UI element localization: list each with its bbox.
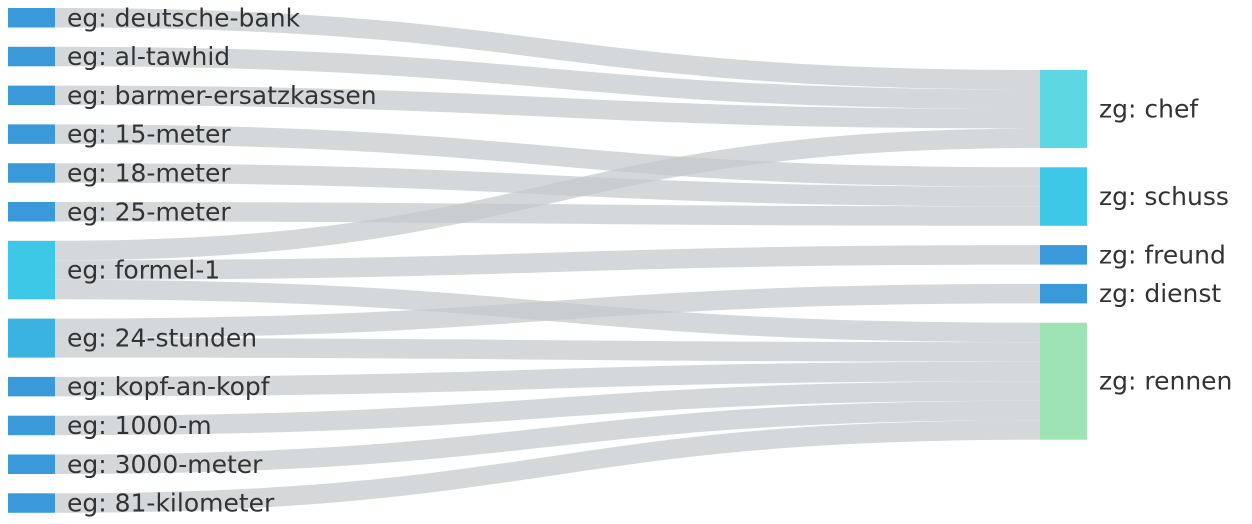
link-kopf-an-kopf-to-rennen [55, 361, 1040, 397]
sankey-links [55, 8, 1040, 513]
sankey-nodes [8, 8, 1087, 513]
source-label-81-kilometer: eg: 81-kilometer [67, 489, 275, 518]
link-25-meter-to-schuss [55, 202, 1040, 226]
source-node-25-meter[interactable] [8, 202, 55, 222]
source-label-15-meter: eg: 15-meter [67, 120, 231, 149]
source-node-1000-m[interactable] [8, 415, 55, 436]
link-18-meter-to-schuss [55, 163, 1040, 207]
source-label-barmer-ersatzkassen: eg: barmer-ersatzkassen [67, 81, 377, 110]
source-label-18-meter: eg: 18-meter [67, 158, 231, 187]
link-barmer-ersatzkassen-to-chef [55, 85, 1040, 129]
link-3000-meter-to-rennen [55, 400, 1040, 474]
target-label-rennen: zg: rennen [1099, 367, 1232, 396]
source-node-kopf-an-kopf[interactable] [8, 376, 55, 397]
source-node-deutsche-bank[interactable] [8, 8, 55, 28]
link-formel-1-to-rennen [55, 279, 1040, 343]
target-label-freund: zg: freund [1099, 240, 1226, 269]
source-label-24-stunden: eg: 24-stunden [67, 324, 257, 353]
source-label-kopf-an-kopf: eg: kopf-an-kopf [67, 372, 271, 401]
source-node-al-tawhid[interactable] [8, 46, 55, 67]
source-label-3000-meter: eg: 3000-meter [67, 450, 263, 479]
source-label-deutsche-bank: eg: deutsche-bank [67, 3, 301, 32]
source-node-81-kilometer[interactable] [8, 493, 55, 513]
source-node-15-meter[interactable] [8, 124, 55, 144]
target-label-schuss: zg: schuss [1099, 182, 1229, 211]
link-81-kilometer-to-rennen [55, 420, 1040, 513]
source-label-al-tawhid: eg: al-tawhid [67, 42, 230, 71]
target-label-chef: zg: chef [1099, 95, 1199, 124]
source-node-18-meter[interactable] [8, 163, 55, 183]
target-node-schuss[interactable] [1040, 167, 1087, 226]
link-1000-m-to-rennen [55, 381, 1040, 436]
target-node-freund[interactable] [1040, 245, 1087, 265]
link-formel-1-to-freund [55, 245, 1040, 280]
link-deutsche-bank-to-chef [55, 8, 1040, 90]
source-node-24-stunden[interactable] [8, 318, 55, 358]
source-node-3000-meter[interactable] [8, 454, 55, 475]
source-node-formel-1[interactable] [8, 240, 55, 300]
link-al-tawhid-to-chef [55, 46, 1040, 109]
sankey-labels: eg: deutsche-bank eg: al-tawhid eg: barmer… [67, 3, 1232, 517]
target-node-chef[interactable] [1040, 70, 1087, 148]
link-24-stunden-to-rennen [55, 338, 1040, 362]
target-label-dienst: zg: dienst [1099, 279, 1221, 308]
source-label-25-meter: eg: 25-meter [67, 197, 231, 226]
link-15-meter-to-schuss [55, 124, 1040, 187]
target-node-rennen[interactable] [1040, 322, 1087, 440]
source-node-barmer-ersatzkassen[interactable] [8, 85, 55, 106]
source-label-formel-1: eg: formel-1 [67, 256, 220, 285]
source-label-1000-m: eg: 1000-m [67, 411, 212, 440]
target-node-dienst[interactable] [1040, 283, 1087, 304]
